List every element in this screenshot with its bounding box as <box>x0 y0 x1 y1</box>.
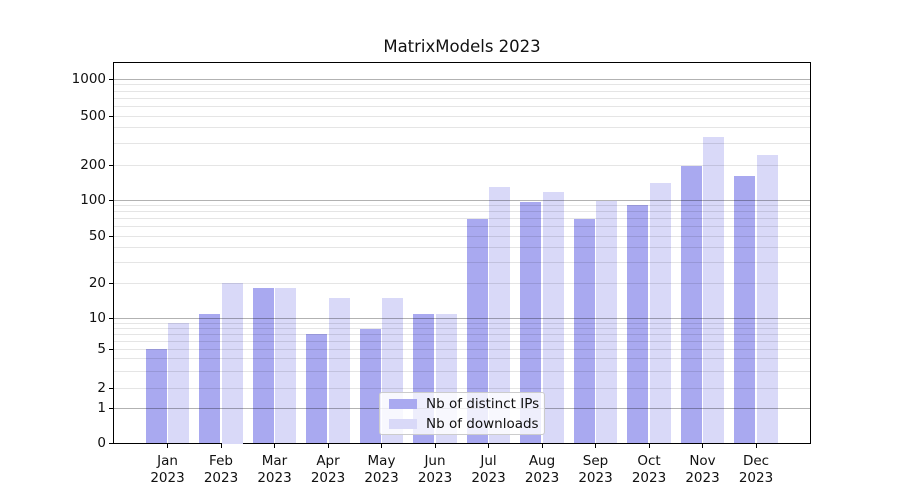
y-tick-mark <box>109 235 113 237</box>
x-tick-label-mar: Mar 2023 <box>257 453 292 486</box>
y-tick-label: 20 <box>88 274 106 291</box>
y-tick-label: 1000 <box>71 70 106 87</box>
x-tick-label-sep: Sep 2023 <box>578 453 613 486</box>
bar-nb-of-distinct-ips-sep <box>573 218 595 444</box>
bar-nb-of-distinct-ips-feb <box>199 313 221 444</box>
bar-nb-of-downloads-oct <box>649 183 671 444</box>
x-tick-label-jul: Jul 2023 <box>471 453 506 486</box>
y-tick-mark <box>109 388 113 390</box>
bar-nb-of-distinct-ips-jul <box>466 218 488 444</box>
legend-label-downloads: Nb of downloads <box>426 415 539 432</box>
bar-nb-of-downloads-jan <box>168 323 190 444</box>
y-tick-mark <box>109 443 113 445</box>
bar-nb-of-distinct-ips-dec <box>734 175 756 444</box>
bar-nb-of-downloads-nov <box>703 137 725 444</box>
y-tick-label: 100 <box>80 191 106 208</box>
y-tick-mark <box>109 282 113 284</box>
y-tick-label: 2 <box>97 380 106 397</box>
x-tick-mark <box>434 444 436 448</box>
x-tick-mark <box>220 444 222 448</box>
x-tick-mark <box>327 444 329 448</box>
plot-area <box>113 62 811 444</box>
y-tick-mark <box>109 318 113 320</box>
x-tick-label-oct: Oct 2023 <box>631 453 667 486</box>
y-tick-label: 50 <box>88 227 106 244</box>
x-tick-mark <box>702 444 704 448</box>
bar-nb-of-downloads-jul <box>489 186 511 444</box>
bar-nb-of-distinct-ips-jan <box>145 349 167 444</box>
bar-nb-of-downloads-mar <box>275 288 297 444</box>
bar-nb-of-downloads-dec <box>756 155 778 444</box>
x-tick-label-jan: Jan 2023 <box>150 453 185 486</box>
x-tick-label-may: May 2023 <box>364 453 399 486</box>
x-tick-label-nov: Nov 2023 <box>685 453 720 486</box>
bar-nb-of-downloads-apr <box>328 297 350 444</box>
y-tick-label: 0 <box>97 435 106 451</box>
x-tick-mark <box>755 444 757 448</box>
legend-swatch-downloads <box>389 418 417 429</box>
x-tick-label-dec: Dec 2023 <box>738 453 774 486</box>
x-tick-label-apr: Apr 2023 <box>310 453 346 486</box>
y-tick-label: 1 <box>97 399 106 416</box>
y-tick-mark <box>109 407 113 409</box>
x-tick-mark <box>167 444 169 448</box>
y-tick-label: 5 <box>97 340 106 357</box>
bar-nb-of-distinct-ips-aug <box>520 202 542 444</box>
y-tick-label: 10 <box>88 310 106 327</box>
y-tick-mark <box>109 164 113 166</box>
chart-title: MatrixModels 2023 <box>383 37 541 56</box>
bar-nb-of-downloads-sep <box>596 201 618 444</box>
x-tick-label-jun: Jun 2023 <box>417 453 453 486</box>
legend-swatch-distinct-ips <box>389 398 417 409</box>
y-tick-label: 500 <box>80 107 106 124</box>
x-tick-label-aug: Aug 2023 <box>524 453 560 486</box>
x-tick-label-feb: Feb 2023 <box>203 453 239 486</box>
bar-nb-of-distinct-ips-oct <box>627 204 649 444</box>
x-tick-mark <box>488 444 490 448</box>
bars-layer <box>114 63 810 444</box>
bar-nb-of-downloads-aug <box>542 191 564 444</box>
y-tick-mark <box>109 348 113 350</box>
x-tick-mark <box>541 444 543 448</box>
bar-nb-of-distinct-ips-mar <box>252 288 274 444</box>
x-tick-mark <box>381 444 383 448</box>
legend-item-downloads: Nb of downloads <box>389 415 539 432</box>
bar-nb-of-distinct-ips-nov <box>680 166 702 444</box>
y-tick-mark <box>109 115 113 117</box>
x-tick-mark <box>274 444 276 448</box>
x-tick-mark <box>595 444 597 448</box>
bar-nb-of-distinct-ips-may <box>359 328 381 444</box>
legend-label-distinct-ips: Nb of distinct IPs <box>426 395 540 412</box>
legend-item-distinct-ips: Nb of distinct IPs <box>389 395 540 412</box>
y-tick-label: 200 <box>80 156 106 173</box>
x-tick-mark <box>648 444 650 448</box>
bar-nb-of-distinct-ips-apr <box>306 334 328 444</box>
y-tick-mark <box>109 78 113 80</box>
legend: Nb of distinct IPs Nb of downloads <box>379 392 545 435</box>
y-tick-mark <box>109 199 113 201</box>
bar-nb-of-downloads-feb <box>221 283 243 444</box>
